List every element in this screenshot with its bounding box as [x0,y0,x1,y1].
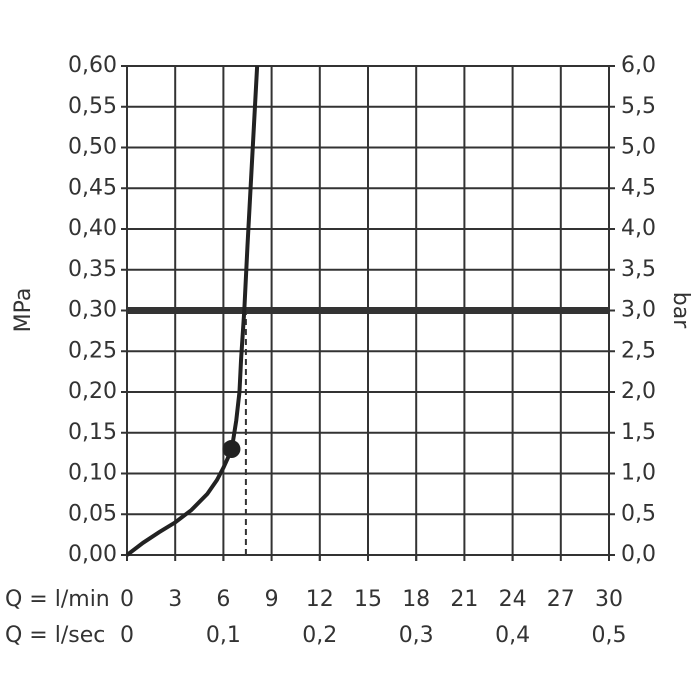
y2-tick-label: 6,0 [621,53,656,78]
y-tick-label: 0,30 [68,298,117,323]
x2-tick-label: 0,5 [592,623,627,648]
x2-tick-label: 0,4 [495,623,530,648]
x-tick-label: 24 [499,587,527,612]
y-tick-label: 0,00 [68,542,117,567]
x-tick-label: 27 [547,587,575,612]
x-tick-label: 12 [306,587,334,612]
y-tick-label: 0,10 [68,461,117,486]
x-tick-label: 30 [595,587,623,612]
x-tick-label: 9 [265,587,279,612]
x-tick-label: 18 [402,587,430,612]
x-axis-label: Q = l/min [5,587,110,612]
y2-tick-label: 1,5 [621,420,656,445]
y2-tick-label: 2,5 [621,338,656,363]
x2-tick-label: 0 [120,623,134,648]
y2-tick-label: 3,5 [621,257,656,282]
x-tick-label: 0 [120,587,134,612]
y2-tick-label: 0,0 [621,542,656,567]
y-tick-label: 0,60 [68,53,117,78]
y-tick-label: 0,20 [68,379,117,404]
y2-tick-label: 1,0 [621,461,656,486]
x-tick-label: 15 [354,587,382,612]
y-axis-label: MPa [11,288,36,333]
y2-tick-label: 5,0 [621,135,656,160]
x2-tick-label: 0,1 [206,623,241,648]
x-tick-label: 3 [168,587,182,612]
x2-tick-label: 0,2 [302,623,337,648]
y2-axis-label: bar [668,292,693,329]
y-tick-label: 0,55 [68,94,117,119]
y-tick-label: 0,45 [68,175,117,200]
y2-tick-label: 5,5 [621,94,656,119]
y-tick-label: 0,50 [68,135,117,160]
x2-axis-label: Q = l/sec [5,623,105,648]
y-tick-label: 0,05 [68,501,117,526]
marker [222,440,241,459]
y2-tick-label: 4,0 [621,216,656,241]
y-tick-label: 0,35 [68,257,117,282]
y-tick-label: 0,40 [68,216,117,241]
x2-tick-label: 0,3 [399,623,434,648]
y-tick-label: 0,15 [68,420,117,445]
y2-tick-label: 4,5 [621,175,656,200]
x-tick-label: 21 [450,587,478,612]
x-tick-label: 6 [216,587,230,612]
y-tick-label: 0,25 [68,338,117,363]
y2-tick-label: 3,0 [621,298,656,323]
y2-tick-label: 0,5 [621,501,656,526]
y2-tick-label: 2,0 [621,379,656,404]
